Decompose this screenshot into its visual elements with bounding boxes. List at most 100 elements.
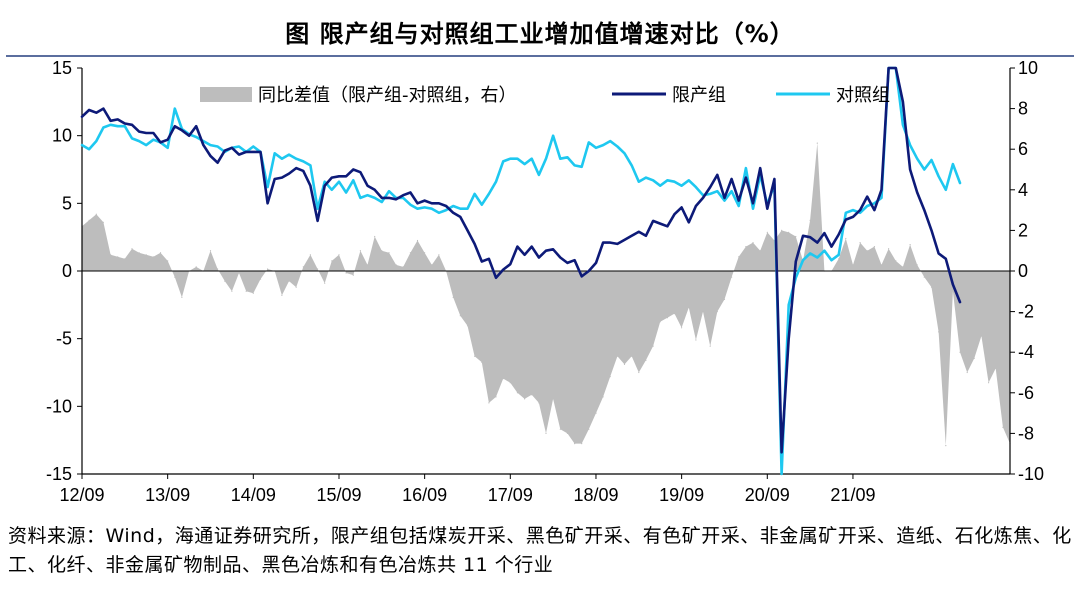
left-tick-label: -15	[46, 464, 72, 484]
diff-area-point	[545, 432, 547, 434]
x-tick-label: 20/09	[745, 485, 790, 505]
diff-area-point	[902, 266, 904, 268]
diff-area-point	[695, 339, 697, 341]
diff-area-point	[980, 335, 983, 337]
diff-area-point	[309, 254, 311, 256]
diff-area-point	[959, 351, 961, 353]
right-tick-label: 2	[1018, 220, 1028, 240]
right-tick-label: 8	[1018, 99, 1028, 119]
right-tick-label: 0	[1018, 261, 1028, 281]
diff-area-point	[124, 258, 126, 260]
diff-area-point	[452, 296, 454, 298]
diff-area-point	[966, 371, 968, 374]
diff-area-point	[238, 272, 240, 274]
diff-area-point	[95, 213, 97, 215]
diff-area-point	[595, 412, 597, 414]
diff-area-point	[652, 345, 654, 347]
x-tick-label: 17/09	[488, 485, 533, 505]
right-tick-label: 10	[1018, 58, 1038, 78]
diff-area-point	[559, 428, 561, 430]
diff-area-point	[688, 306, 690, 309]
diff-area-point	[481, 361, 483, 363]
diff-area-point	[381, 250, 383, 252]
diff-area-point	[873, 246, 876, 248]
diff-area-point	[88, 219, 90, 221]
diff-area-point	[709, 345, 711, 347]
restricted-group-line	[80, 66, 962, 454]
diff-area-point	[752, 242, 754, 244]
chart-title: 图 限产组与对照组工业增加值增速对比（%）	[285, 20, 795, 48]
legend-label-diff: 同比差值（限产组-对照组，右）	[258, 85, 517, 106]
diff-area-point	[338, 254, 340, 256]
diff-area-point	[895, 260, 897, 262]
diff-area-point	[538, 402, 540, 404]
diff-area-point	[324, 282, 326, 284]
diff-area-point	[374, 235, 376, 238]
diff-area-point	[945, 445, 947, 447]
right-tick-label: 4	[1018, 180, 1028, 200]
diff-area-point	[331, 260, 333, 262]
axes-layer: 15 10 5 0 -5 -10 -15 10 8 6 4 2 0 -2 -4 -6 -8 -10 12/09 13/…	[46, 58, 1044, 505]
diff-area-point	[359, 250, 361, 252]
diff-area-point	[988, 382, 990, 384]
diff-area-point	[631, 355, 633, 357]
diff-area-point	[159, 252, 162, 254]
diff-area-point	[167, 260, 169, 262]
diff-area-point	[474, 355, 476, 357]
diff-area-point	[788, 231, 790, 233]
diff-area-point	[766, 231, 768, 233]
diff-area-point	[502, 378, 504, 380]
legend-label-restricted: 限产组	[672, 85, 726, 106]
diff-area-point	[302, 266, 304, 268]
diff-area-point	[916, 264, 918, 266]
diff-area-point	[838, 258, 840, 260]
diff-area-point	[645, 359, 647, 361]
diff-area-point	[609, 376, 611, 378]
diff-area-point	[809, 219, 811, 221]
diff-area-point	[438, 254, 440, 256]
diff-area-point	[110, 254, 112, 256]
diff-area-point	[281, 294, 283, 296]
diff-area-point	[859, 242, 861, 244]
diff-area-point	[716, 311, 718, 313]
diff-area-point	[731, 276, 733, 278]
diff-area-point	[930, 286, 933, 288]
x-tick-label: 12/09	[59, 485, 104, 505]
diff-area-layer	[81, 142, 1011, 447]
diff-area-point	[259, 278, 262, 280]
diff-area-point	[1002, 426, 1004, 428]
diff-area-point	[816, 142, 818, 144]
right-tick-label: -8	[1018, 423, 1034, 443]
diff-area-point	[352, 274, 354, 276]
diff-area-point	[738, 256, 740, 258]
diff-area-point	[781, 229, 783, 231]
diff-area-point	[395, 264, 397, 266]
left-tick-label: -10	[46, 396, 72, 416]
right-tick-label: -10	[1018, 464, 1044, 484]
diff-area-point	[366, 264, 369, 266]
diff-area-point	[524, 398, 526, 400]
diff-area-point	[973, 357, 975, 359]
diff-area-point	[723, 298, 726, 300]
diff-area-point	[880, 264, 883, 266]
x-tick-label: 14/09	[231, 485, 276, 505]
diff-area-series	[82, 143, 1010, 446]
diff-area-point	[795, 235, 797, 238]
diff-area-point	[217, 268, 219, 270]
left-tick-label: -5	[56, 329, 72, 349]
diff-area-point	[531, 394, 533, 396]
x-tick-label: 19/09	[659, 485, 704, 505]
legend-swatch-diff	[200, 87, 252, 102]
diff-area-point	[138, 252, 140, 254]
diff-area-point	[938, 331, 940, 333]
diff-area-point	[552, 398, 554, 400]
legend-label-control: 对照组	[836, 85, 890, 106]
diff-area-point	[267, 268, 269, 270]
diff-area-point	[317, 268, 319, 270]
diff-area-point	[759, 250, 761, 252]
diff-area-point	[431, 264, 433, 266]
right-tick-label: -6	[1018, 383, 1034, 403]
diff-area-point	[288, 280, 290, 282]
diff-area-point	[845, 237, 847, 240]
diff-area-point	[952, 290, 954, 292]
